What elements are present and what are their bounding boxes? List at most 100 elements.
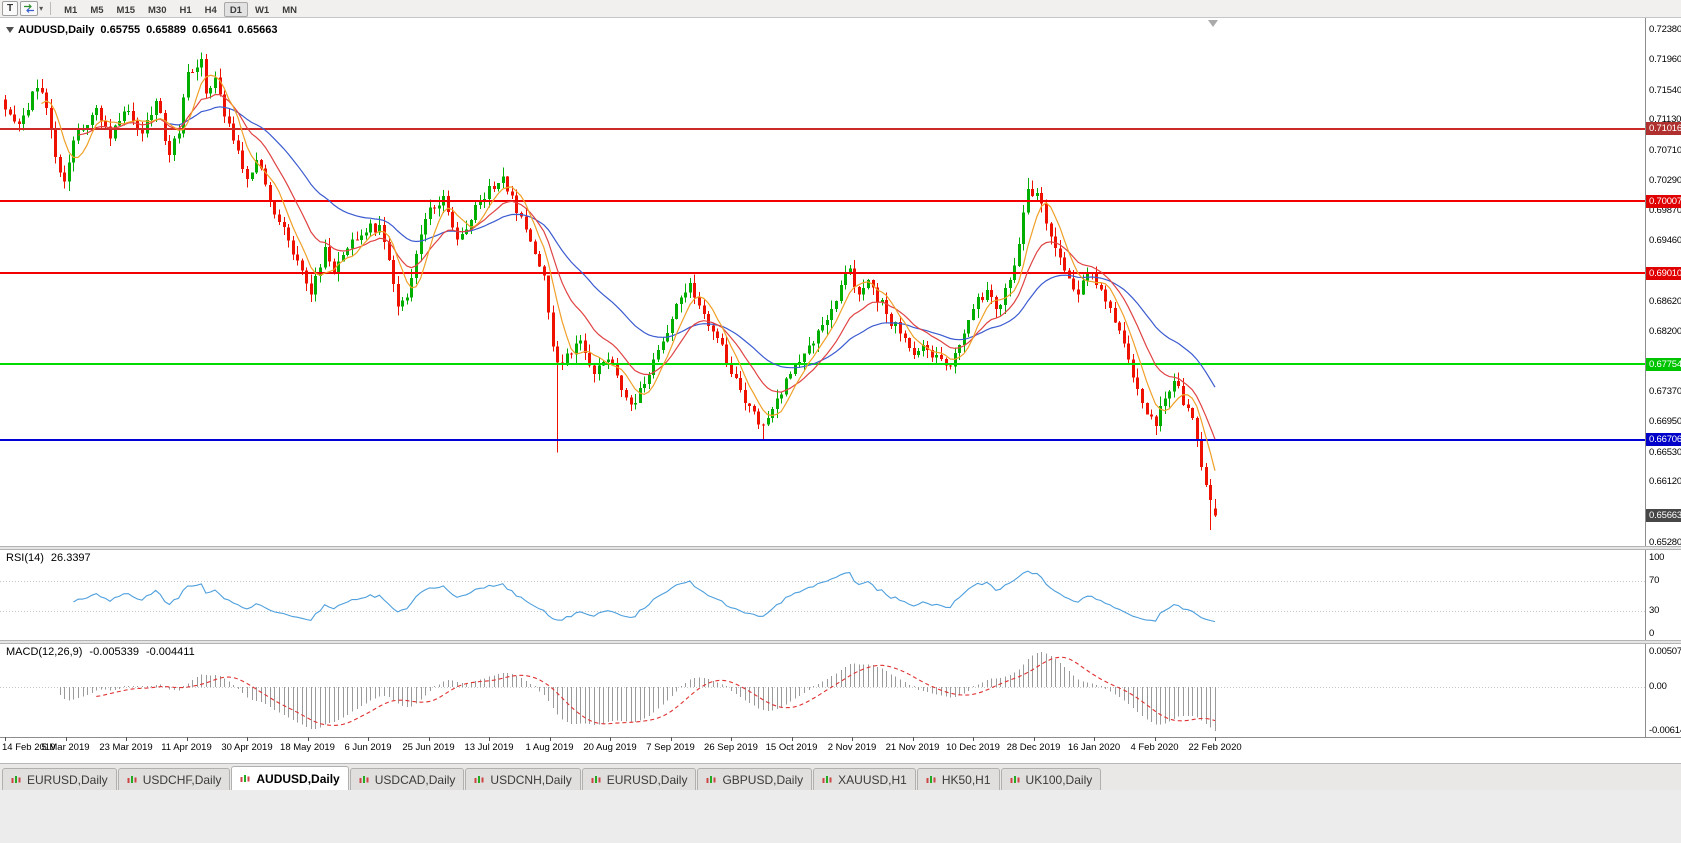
ma-line-6 — [41, 74, 1216, 471]
chart-canvas[interactable] — [0, 18, 1681, 763]
tab-label: HK50,H1 — [941, 772, 991, 787]
price-tick-label: 0.69870 — [1649, 205, 1681, 217]
timeframe-button-D1[interactable]: D1 — [223, 1, 248, 17]
one-click-trading-collapse-icon[interactable] — [6, 27, 14, 33]
date-label: 13 Jul 2019 — [464, 742, 514, 753]
ohlc-high: 0.65889 — [146, 24, 186, 36]
tab-label: USDCHF,Daily — [142, 772, 222, 787]
date-label: 21 Nov 2019 — [885, 742, 940, 753]
timeframe-button-M5[interactable]: M5 — [90, 4, 104, 16]
mini-chart-icon — [822, 775, 832, 783]
timeframe-button-H1[interactable]: H1 — [179, 4, 192, 16]
top-toolbar: T ▾ M1 M5 M15 M30 H1 H4 D1 W1 MN — [0, 0, 1681, 18]
macd-value-signal: -0.004411 — [145, 646, 195, 658]
date-label: 28 Dec 2019 — [1006, 742, 1061, 753]
mini-chart-icon — [591, 775, 601, 783]
mini-chart-icon — [706, 775, 716, 783]
chart-tab-USDCNH,Daily[interactable]: USDCNH,Daily — [465, 768, 581, 790]
tab-label: USDCAD,Daily — [374, 772, 456, 787]
price-tick-label: 0.66950 — [1649, 416, 1681, 428]
chart-tab-AUDUSD,Daily[interactable]: AUDUSD,Daily — [231, 766, 349, 790]
chart-tab-USDCHF,Daily[interactable]: USDCHF,Daily — [117, 768, 231, 790]
symbol-switch-button[interactable] — [20, 1, 39, 16]
chart-shift-marker[interactable] — [1208, 20, 1218, 27]
macd-value-main: -0.005339 — [89, 646, 139, 658]
date-label: 22 Feb 2020 — [1188, 742, 1242, 753]
moving-averages — [41, 74, 1216, 471]
mini-chart-icon — [1010, 775, 1020, 783]
price-tick-label: 0.71960 — [1649, 54, 1681, 66]
mini-chart-icon — [359, 775, 369, 783]
date-label: 25 Jun 2019 — [402, 742, 455, 753]
timeframe-button-MN[interactable]: MN — [282, 4, 297, 16]
timeframe-button-H4[interactable]: H4 — [204, 4, 217, 16]
tab-label: USDCNH,Daily — [490, 772, 572, 787]
macd-panel-graphics — [0, 652, 1645, 731]
macd-zero-label: 0.00 — [1649, 681, 1667, 693]
panel-separator[interactable] — [0, 546, 1681, 550]
date-label: 18 May 2019 — [280, 742, 335, 753]
timeframe-button-M1[interactable]: M1 — [64, 4, 78, 16]
date-label: 11 Apr 2019 — [161, 742, 212, 753]
price-tick-label: 0.71130 — [1649, 114, 1681, 126]
price-tick-label: 0.68620 — [1649, 295, 1681, 307]
date-label: 4 Feb 2020 — [1130, 742, 1179, 753]
price-tick-label: 0.66120 — [1649, 476, 1681, 488]
chart-tab-HK50,H1[interactable]: HK50,H1 — [916, 768, 1000, 790]
price-axis[interactable]: 0.72380 0.71960 0.71540 0.71130 0.70710 0.702… — [0, 18, 1681, 763]
date-label: 10 Dec 2019 — [946, 742, 1000, 753]
macd-signal-line — [96, 656, 1216, 726]
horizontal-level-lines[interactable] — [0, 128, 1645, 441]
date-label: 5 Mar 2019 — [41, 742, 90, 753]
panel-separator[interactable] — [0, 640, 1681, 644]
price-tick-label: 0.65280 — [1649, 537, 1681, 548]
macd-min-label: -0.006148 — [1649, 725, 1681, 736]
date-label: 15 Oct 2019 — [765, 742, 818, 753]
switch-arrows-icon — [24, 4, 35, 13]
chart-tab-EURUSD,Daily[interactable]: EURUSD,Daily — [581, 768, 697, 790]
rsi-level-label: 0 — [1649, 628, 1655, 639]
tab-label: XAUUSD,H1 — [838, 772, 907, 787]
hline-price-label: 0.66706 — [1646, 433, 1681, 447]
mini-chart-icon — [11, 775, 21, 783]
date-label: 14 Feb 2019 — [2, 742, 56, 753]
rsi-level-label: 100 — [1649, 552, 1665, 563]
date-label: 30 Apr 2019 — [221, 742, 273, 753]
hline-price-label: 0.67754 — [1646, 357, 1681, 371]
timeframe-button-M15[interactable]: M15 — [116, 4, 136, 16]
dropdown-caret-icon[interactable]: ▾ — [39, 4, 44, 13]
chart-tab-XAUUSD,H1[interactable]: XAUUSD,H1 — [813, 768, 916, 790]
chart-tab-bar: EURUSD,Daily USDCHF,Daily AUDUSD,Daily USDC… — [0, 763, 1681, 790]
time-axis[interactable]: 14 Feb 2019 5 Mar 2019 23 Mar 2019 11 Apr 2… — [0, 18, 1681, 763]
rsi-level-label: 30 — [1649, 605, 1660, 617]
date-label: 20 Aug 2019 — [583, 742, 637, 753]
timeframe-button-W1[interactable]: W1 — [254, 4, 270, 16]
macd-name: MACD(12,26,9) — [6, 646, 83, 658]
current-price-label: 0.65663 — [1646, 508, 1681, 522]
chart-header: AUDUSD,Daily 0.65755 0.65889 0.65641 0.6… — [6, 24, 277, 36]
rsi-line — [73, 570, 1216, 623]
date-label: 2 Nov 2019 — [827, 742, 877, 753]
toolbar-divider — [50, 2, 52, 15]
chart-tab-UK100,Daily[interactable]: UK100,Daily — [1000, 768, 1102, 790]
tab-label: UK100,Daily — [1025, 772, 1093, 787]
ohlc-low: 0.65641 — [191, 24, 232, 36]
chart-tab-USDCAD,Daily[interactable]: USDCAD,Daily — [349, 768, 465, 790]
price-tick-label: 0.66530 — [1649, 446, 1681, 458]
chart-tabs: EURUSD,Daily USDCHF,Daily AUDUSD,Daily USDC… — [2, 766, 1102, 790]
date-label: 23 Mar 2019 — [99, 742, 153, 753]
date-label: 6 Jun 2019 — [344, 742, 392, 753]
chart-tab-GBPUSD,Daily[interactable]: GBPUSD,Daily — [697, 768, 813, 790]
chart-tab-EURUSD,Daily[interactable]: EURUSD,Daily — [2, 768, 117, 790]
tab-label: EURUSD,Daily — [606, 772, 688, 787]
timeframe-button-M30[interactable]: M30 — [148, 4, 167, 16]
rsi-panel-graphics — [0, 570, 1645, 623]
chart-area[interactable]: AUDUSD,Daily 0.65755 0.65889 0.65641 0.6… — [0, 18, 1681, 763]
date-label: 26 Sep 2019 — [704, 742, 758, 753]
rsi-value: 26.3397 — [50, 552, 91, 564]
text-tool-button[interactable]: T — [2, 1, 19, 16]
price-tick-label: 0.71540 — [1649, 84, 1681, 96]
price-tick-label: 0.72380 — [1649, 24, 1681, 35]
price-tick-label: 0.69460 — [1649, 234, 1681, 246]
rsi-label: RSI(14) 26.3397 — [6, 552, 91, 564]
